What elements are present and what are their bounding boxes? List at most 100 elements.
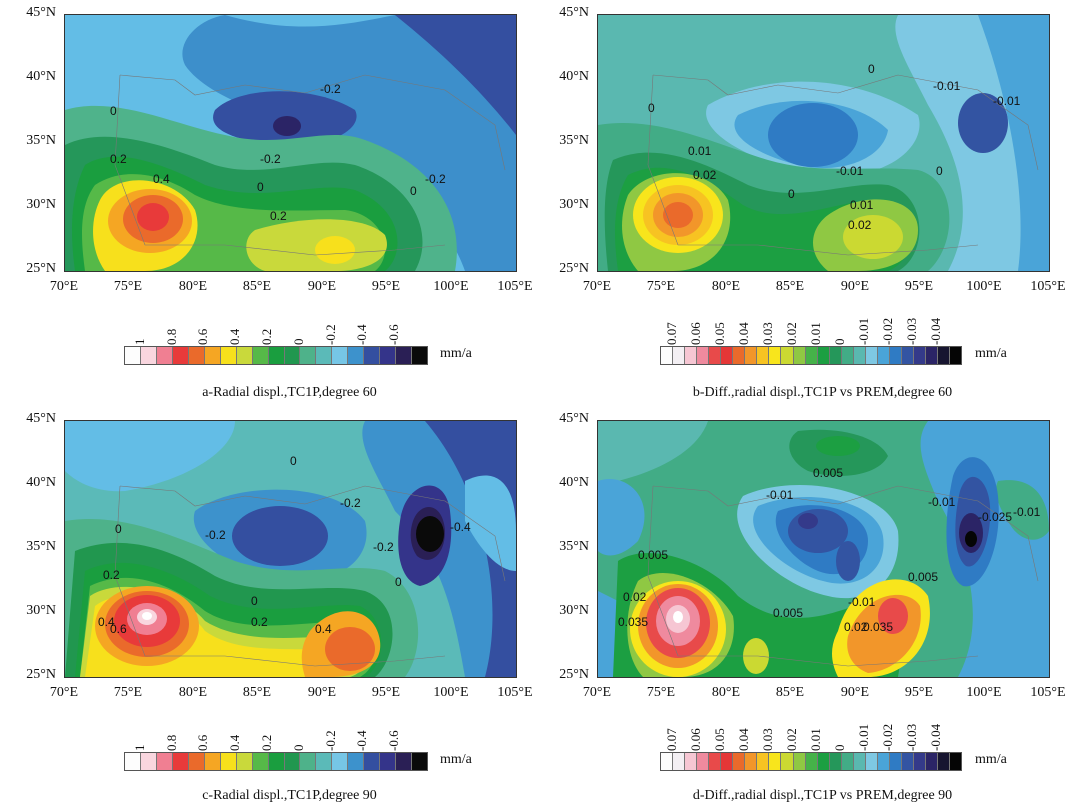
contour-label: -0.01	[836, 164, 864, 178]
lat-label: 45°N	[26, 5, 56, 20]
contour-label: 0	[115, 522, 122, 536]
lat-label: 25°N	[26, 667, 56, 682]
lon-label: 105°E	[497, 279, 533, 294]
map-c: 0 -0.2 0 -0.2 0.2 -0.2 -0.4 0.4 0.6 0 0.…	[64, 420, 517, 678]
colorbar-swatch	[901, 753, 914, 770]
lat-label: 25°N	[559, 667, 589, 682]
colorbar-label: 0.01	[808, 728, 823, 751]
colorbar-swatch	[901, 347, 914, 364]
colorbar-a	[124, 346, 428, 365]
lon-label: 90°E	[840, 279, 870, 294]
colorbar-label: 0.06	[688, 728, 703, 751]
contour-label: 0.005	[908, 570, 938, 584]
contour-label: -0.01	[1013, 505, 1041, 519]
colorbar-swatch	[252, 753, 269, 770]
colorbar-label: 0.02	[784, 322, 799, 345]
colorbar-label: 0.05	[712, 728, 727, 751]
lon-label: 70°E	[49, 279, 79, 294]
colorbar-swatch	[125, 753, 141, 770]
colorbar-swatch	[913, 347, 927, 364]
colorbar-label: -0.04	[928, 317, 943, 345]
colorbar-swatch	[300, 753, 317, 770]
colorbar-swatch	[733, 753, 746, 770]
contour-label: 0	[257, 180, 264, 194]
lon-label: 95°E	[371, 685, 401, 700]
contour-label: 0.02	[848, 218, 872, 232]
lon-label: 100°E	[433, 279, 469, 294]
colorbar-swatch	[805, 347, 818, 364]
contour-label: -0.01	[848, 595, 876, 609]
colorbar-swatch	[877, 753, 890, 770]
colorbar-swatch	[252, 347, 269, 364]
lon-label: 95°E	[904, 685, 934, 700]
colorbar-swatch	[268, 347, 285, 364]
contour-label: 0.2	[110, 152, 127, 166]
colorbar-swatch	[673, 347, 686, 364]
colorbar-swatch	[829, 753, 842, 770]
colorbar-swatch	[950, 347, 962, 364]
colorbar-label: 0.07	[664, 728, 679, 751]
colorbar-swatch	[412, 347, 428, 364]
contour-label: 0.01	[850, 198, 874, 212]
contour-label: 0	[648, 101, 655, 115]
colorbar-swatch	[841, 753, 854, 770]
contour-label: -0.2	[373, 540, 394, 554]
contour-label: -0.2	[340, 496, 361, 510]
lon-label: 100°E	[966, 685, 1002, 700]
colorbar-swatch	[661, 347, 674, 364]
colorbar-label: 0	[832, 744, 847, 752]
colorbar-swatch	[781, 753, 794, 770]
colorbar-swatch	[204, 753, 221, 770]
contour-label: 0	[251, 594, 258, 608]
colorbar-label: 0.04	[736, 322, 751, 345]
colorbar-label: 0	[832, 338, 847, 346]
colorbar-swatch	[950, 753, 962, 770]
colorbar-swatch	[709, 753, 722, 770]
lon-label: 90°E	[840, 685, 870, 700]
colorbar-label: 0.8	[163, 734, 179, 751]
colorbar-label: -0.2	[322, 324, 338, 345]
lat-label: 30°N	[559, 603, 589, 618]
lon-label: 105°E	[1030, 685, 1066, 700]
colorbar-swatch	[877, 347, 890, 364]
lat-label: 40°N	[26, 475, 56, 490]
lon-label: 80°E	[711, 279, 741, 294]
colorbar-swatch	[781, 347, 794, 364]
contour-label: 0.4	[98, 615, 115, 629]
colorbar-swatch	[172, 753, 189, 770]
colorbar-swatch	[793, 347, 806, 364]
colorbar-label: -0.01	[856, 723, 871, 751]
contour-label: 0	[788, 187, 795, 201]
contour-label: 0.035	[618, 615, 648, 629]
colorbar-swatch	[188, 347, 205, 364]
unit-label: mm/a	[440, 752, 472, 767]
lon-label: 75°E	[113, 279, 143, 294]
colorbar-label: 0.05	[712, 322, 727, 345]
colorbar-label: 0.2	[259, 734, 275, 751]
colorbar-swatch	[817, 753, 830, 770]
colorbar-swatch	[396, 753, 413, 770]
colorbar-swatch	[829, 347, 842, 364]
contour-label: -0.025	[978, 510, 1012, 524]
colorbar-swatch	[865, 753, 878, 770]
colorbar-label: 0.04	[736, 728, 751, 751]
unit-label: mm/a	[975, 752, 1007, 767]
caption-b: b-Diff.,radial displ.,TC1P vs PREM,degre…	[692, 385, 953, 400]
colorbar-swatch	[268, 753, 285, 770]
lat-label: 35°N	[559, 539, 589, 554]
lon-label: 75°E	[646, 685, 676, 700]
colorbar-label: 0.03	[760, 322, 775, 345]
colorbar-c	[124, 752, 428, 771]
caption-a: a-Radial displ.,TC1P,degree 60	[202, 385, 377, 400]
colorbar-swatch	[316, 347, 333, 364]
colorbar-swatch	[685, 753, 698, 770]
contour-label: 0.02	[623, 590, 647, 604]
colorbar-swatch	[757, 347, 770, 364]
lat-label: 45°N	[26, 411, 56, 426]
colorbar-label: -0.2	[322, 730, 338, 751]
colorbar-swatch	[188, 753, 205, 770]
contour-label: 0.035	[863, 620, 893, 634]
colorbar-label: 0.01	[808, 322, 823, 345]
colorbar-swatch	[364, 347, 381, 364]
colorbar-label: 0.4	[227, 734, 243, 751]
